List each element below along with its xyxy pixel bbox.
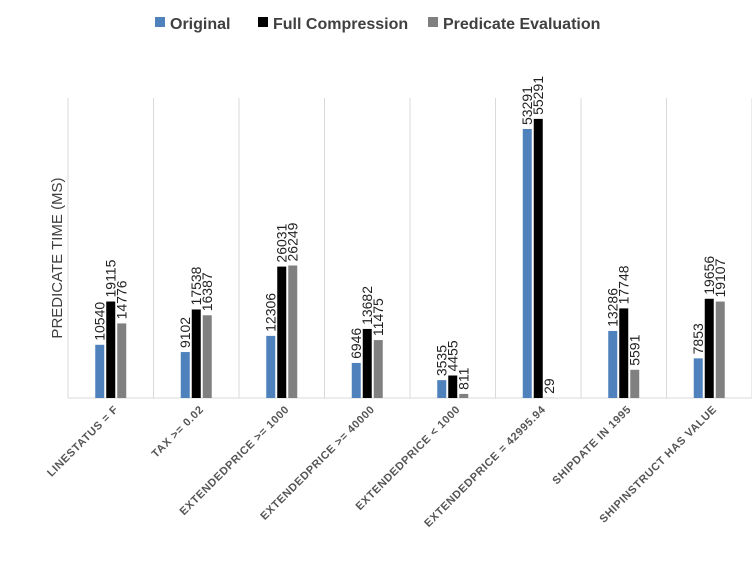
value-label-predicate-evaluation-shipinstruct-has-value: 19107 <box>712 258 728 297</box>
bar-original-extendedprice-42995-94 <box>522 128 532 398</box>
value-label-full-compression-extendedprice-42995-94: 55291 <box>530 76 546 115</box>
legend-item-original: Original <box>155 16 230 33</box>
value-label-original-extendedprice-42995-94: 53291 <box>519 86 535 125</box>
bar-predicate-evaluation-extendedprice-40000 <box>373 340 383 398</box>
value-label-full-compression-shipdate-in-1995: 17748 <box>616 265 632 304</box>
bar-predicate-evaluation-extendedprice-1000 <box>288 265 298 398</box>
bar-full-compression-extendedprice-1000 <box>448 375 458 398</box>
bar-full-compression-extendedprice-1000 <box>277 266 287 398</box>
value-label-full-compression-extendedprice-1000: 26031 <box>274 223 290 262</box>
value-label-full-compression-tax-0-02: 17538 <box>188 266 204 305</box>
value-labels-group: 1054019115147769102175381638712306260312… <box>92 76 729 394</box>
bar-full-compression-tax-0-02 <box>191 309 201 398</box>
bar-full-compression-linestatus-f <box>106 301 116 398</box>
y-axis-label: PREDICATE TIME (MS) <box>49 177 66 338</box>
legend-item-predicate-evaluation: Predicate Evaluation <box>428 16 600 33</box>
legend-item-full-compression: Full Compression <box>258 16 408 33</box>
legend-swatch <box>258 17 268 27</box>
value-label-original-extendedprice-1000: 3535 <box>434 345 450 376</box>
bar-full-compression-shipdate-in-1995 <box>619 308 629 398</box>
legend-label: Original <box>170 16 230 33</box>
bar-full-compression-extendedprice-42995-94 <box>533 118 543 399</box>
bar-full-compression-shipinstruct-has-value <box>704 298 714 398</box>
legend-swatch <box>428 17 438 27</box>
category-label-shipdate-in-1995: SHIPDATE IN 1995 <box>550 404 633 487</box>
value-label-full-compression-extendedprice-40000: 13682 <box>359 286 375 325</box>
value-label-full-compression-extendedprice-1000: 4455 <box>445 340 461 371</box>
value-label-predicate-evaluation-extendedprice-1000: 811 <box>456 367 472 390</box>
value-label-predicate-evaluation-extendedprice-42995-94: 29 <box>541 378 557 394</box>
bar-predicate-evaluation-shipinstruct-has-value <box>715 301 725 398</box>
category-gridlines <box>67 98 752 398</box>
value-label-original-shipinstruct-has-value: 7853 <box>690 323 706 354</box>
value-label-original-linestatus-f: 10540 <box>92 302 108 341</box>
value-label-predicate-evaluation-shipdate-in-1995: 5591 <box>627 334 643 365</box>
bars-group <box>95 118 725 399</box>
value-label-predicate-evaluation-extendedprice-1000: 26249 <box>285 222 301 261</box>
value-label-predicate-evaluation-linestatus-f: 14776 <box>114 280 130 319</box>
bar-original-extendedprice-40000 <box>351 362 361 398</box>
bar-predicate-evaluation-tax-0-02 <box>202 315 212 398</box>
value-label-full-compression-linestatus-f: 19115 <box>103 259 119 297</box>
value-label-original-tax-0-02: 9102 <box>177 317 193 348</box>
legend-label: Predicate Evaluation <box>443 16 600 33</box>
bar-original-linestatus-f <box>95 344 105 398</box>
category-label-tax-0-02: TAX >= 0.02 <box>150 404 207 461</box>
legend: Original Full Compression Predicate Evalua… <box>155 16 600 33</box>
bar-original-shipinstruct-has-value <box>693 358 703 398</box>
legend-label: Full Compression <box>273 16 408 33</box>
category-label-linestatus-f: LINESTATUS = F <box>45 404 121 480</box>
value-label-original-extendedprice-40000: 6946 <box>348 328 364 359</box>
value-label-predicate-evaluation-tax-0-02: 16387 <box>199 272 215 311</box>
bar-predicate-evaluation-linestatus-f <box>117 323 127 398</box>
value-label-predicate-evaluation-extendedprice-40000: 11475 <box>370 298 386 336</box>
bar-original-shipdate-in-1995 <box>608 330 618 398</box>
value-label-original-shipdate-in-1995: 13286 <box>605 288 621 327</box>
bar-original-extendedprice-1000 <box>437 380 447 398</box>
value-label-full-compression-shipinstruct-has-value: 19656 <box>701 256 717 295</box>
legend-swatch <box>155 17 165 27</box>
bar-full-compression-extendedprice-40000 <box>362 328 372 398</box>
bar-predicate-evaluation-extendedprice-1000 <box>459 393 469 398</box>
value-label-original-extendedprice-1000: 12306 <box>263 293 279 332</box>
bar-predicate-evaluation-shipdate-in-1995 <box>630 369 640 398</box>
bar-original-tax-0-02 <box>180 352 190 398</box>
bar-original-extendedprice-1000 <box>266 335 276 398</box>
